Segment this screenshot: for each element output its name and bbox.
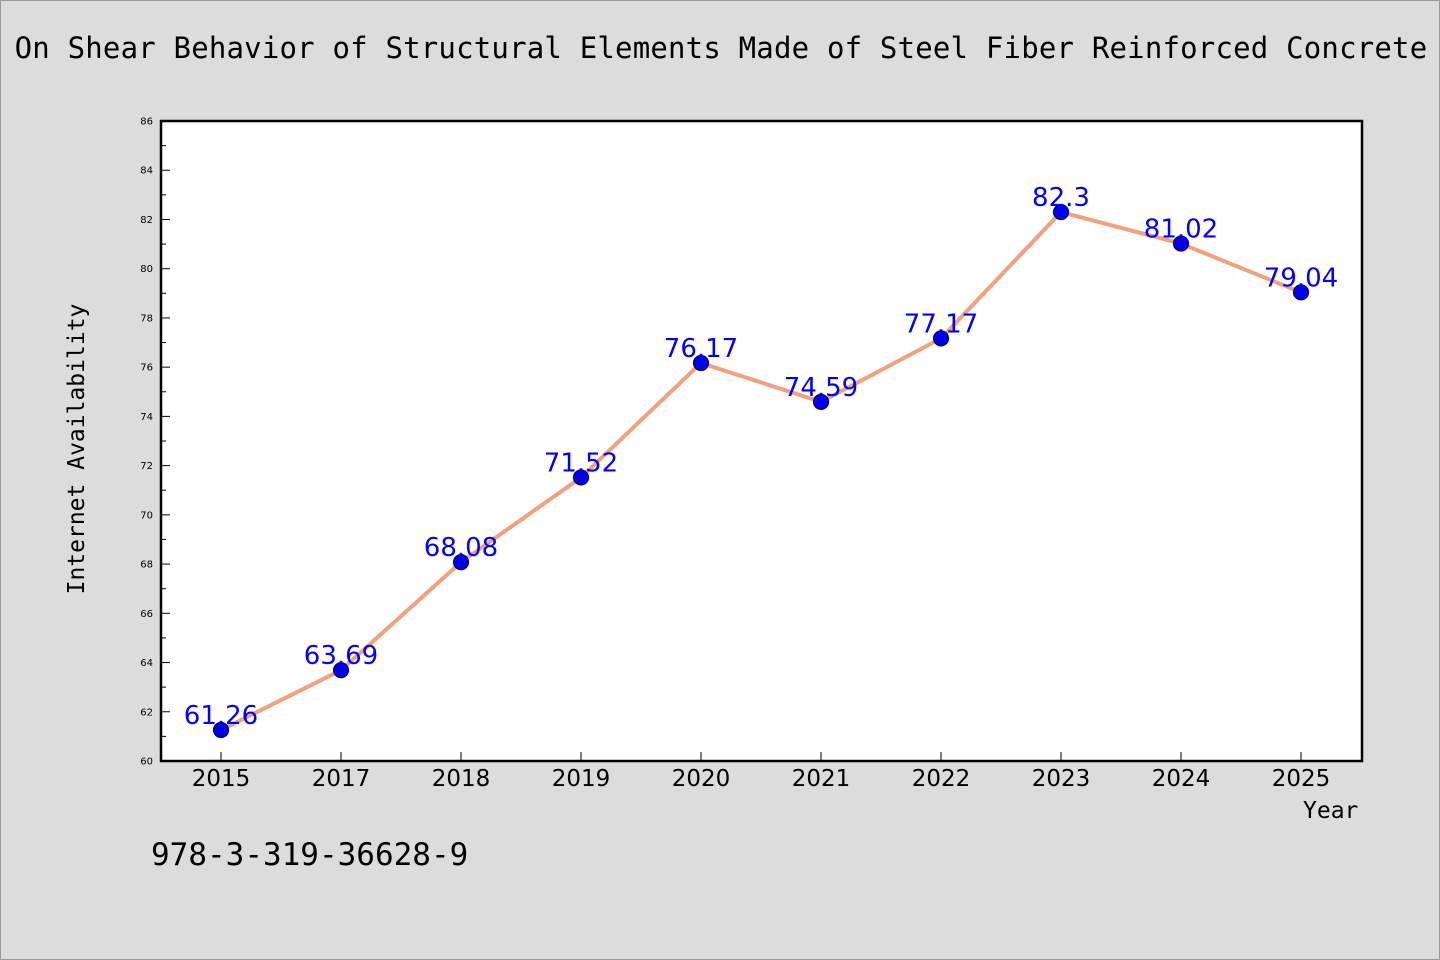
data-label: 68.08 [424, 533, 498, 563]
x-tick-label: 2019 [552, 766, 611, 792]
y-tick-label: 66 [140, 609, 153, 620]
x-tick-label: 2022 [912, 766, 971, 792]
y-tick-label: 64 [140, 658, 153, 669]
y-tick-label: 76 [140, 363, 153, 374]
x-tick-label: 2021 [792, 766, 851, 792]
data-markers [212, 203, 1310, 739]
data-point [572, 469, 590, 486]
data-label: 81.02 [1144, 215, 1218, 245]
y-tick-label: 86 [140, 117, 153, 128]
data-label: 76.17 [664, 334, 738, 364]
y-tick-label: 74 [140, 412, 153, 423]
x-tick-label: 2018 [432, 766, 491, 792]
y-tick-label: 72 [140, 461, 153, 472]
data-point [1172, 235, 1190, 252]
data-point [692, 354, 710, 372]
x-tick-label: 2020 [672, 766, 731, 792]
chart-title: On Shear Behavior of Structural Elements… [14, 31, 1428, 65]
data-label: 63.69 [304, 641, 378, 671]
x-tick-label: 2015 [192, 766, 251, 792]
series-line [219, 210, 1303, 732]
y-tick-label: 60 [140, 757, 153, 768]
y-tick-label: 84 [140, 166, 153, 177]
isbn-text: 978-3-319-36628-9 [151, 837, 469, 873]
data-label: 82.3 [1032, 183, 1090, 213]
x-axis-ticks: 2015 2017 2018 2019 2020 2021 2022 2023 2024 2025 [192, 752, 1331, 792]
data-point [812, 393, 830, 410]
y-tick-label: 68 [140, 560, 153, 571]
data-point [1292, 284, 1310, 301]
data-point [932, 330, 950, 347]
data-labels: 61.26 63.69 68.08 71.52 76.17 74.59 77.17 82.3 8… [184, 183, 1338, 731]
data-label: 77.17 [904, 309, 978, 339]
y-tick-label: 78 [140, 313, 153, 324]
data-point [212, 721, 230, 739]
y-tick-label: 82 [140, 215, 153, 226]
data-point [452, 554, 470, 571]
x-axis-label: Year [1303, 798, 1359, 824]
data-label: 74.59 [784, 373, 858, 403]
y-tick-label: 70 [140, 510, 153, 521]
y-tick-label: 62 [140, 707, 153, 718]
data-label: 79.04 [1264, 263, 1338, 293]
data-point [1052, 203, 1070, 221]
data-label: 71.52 [544, 448, 618, 478]
y-tick-label: 80 [140, 264, 153, 275]
x-tick-label: 2017 [312, 766, 371, 792]
x-tick-label: 2025 [1272, 766, 1331, 792]
y-axis-ticks: 60 62 64 66 68 70 72 74 76 78 80 82 84 86 [140, 117, 170, 768]
data-point [332, 662, 350, 679]
x-tick-label: 2024 [1152, 766, 1211, 792]
data-label: 61.26 [184, 701, 258, 731]
x-tick-label: 2023 [1032, 766, 1091, 792]
